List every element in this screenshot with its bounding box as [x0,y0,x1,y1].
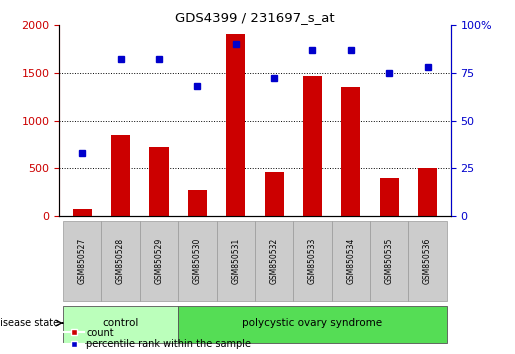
Text: GSM850535: GSM850535 [385,238,394,284]
Text: GSM850536: GSM850536 [423,238,432,284]
Text: control: control [102,318,139,328]
Bar [418,167,437,216]
Text: GSM850528: GSM850528 [116,238,125,284]
Bar [178,221,216,301]
Bar [178,306,447,343]
Bar [73,209,92,216]
Bar [294,221,332,301]
Text: GSM850527: GSM850527 [78,238,87,284]
Bar [226,34,245,216]
Title: GDS4399 / 231697_s_at: GDS4399 / 231697_s_at [175,11,335,24]
Bar [63,306,178,343]
Bar [255,221,294,301]
Bar [188,189,207,216]
Bar [370,221,408,301]
Text: polycystic ovary syndrome: polycystic ovary syndrome [243,318,383,328]
Text: GSM850533: GSM850533 [308,238,317,284]
Bar [101,221,140,301]
Bar [216,221,255,301]
Text: GSM850534: GSM850534 [347,238,355,284]
Text: GSM850532: GSM850532 [270,238,279,284]
Bar [140,221,178,301]
Text: GSM850530: GSM850530 [193,238,202,284]
Bar [380,178,399,216]
Text: disease state: disease state [0,318,59,328]
Text: GSM850529: GSM850529 [154,238,163,284]
Bar [149,147,168,216]
Bar [332,221,370,301]
Bar [63,221,101,301]
Text: GSM850531: GSM850531 [231,238,240,284]
Bar [341,87,360,216]
Legend: count, percentile rank within the sample: count, percentile rank within the sample [64,328,251,349]
Bar [265,172,284,216]
Bar [408,221,447,301]
Bar [111,135,130,216]
Bar [303,75,322,216]
